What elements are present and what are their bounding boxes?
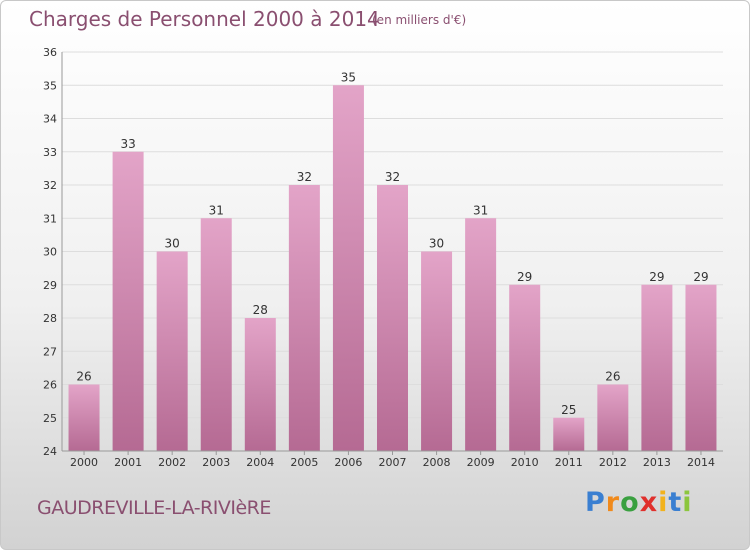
bar-2006 [332, 85, 364, 451]
x-tick-label-2000: 2000 [70, 456, 98, 469]
bar-2010 [509, 284, 541, 451]
y-tick-label: 30 [43, 246, 57, 259]
data-label-2000: 26 [76, 370, 91, 384]
x-tick-label-2002: 2002 [158, 456, 186, 469]
y-tick-label: 24 [43, 445, 57, 458]
x-tick-label-2005: 2005 [290, 456, 318, 469]
y-tick-label: 36 [43, 46, 57, 59]
data-label-2014: 29 [693, 270, 708, 284]
x-tick-label-2004: 2004 [246, 456, 274, 469]
unit-note: (en milliers d'€) [372, 13, 467, 27]
data-label-2005: 32 [297, 170, 312, 184]
commune-name: GAUDREVILLE-LA-RIVIèRE [37, 497, 271, 519]
x-tick-label-2009: 2009 [467, 456, 495, 469]
y-tick-label: 31 [43, 212, 57, 225]
x-tick-label-2001: 2001 [114, 456, 142, 469]
bar-2008 [421, 251, 453, 451]
bar-2013 [641, 284, 673, 451]
bar-2007 [377, 185, 408, 451]
data-label-2003: 31 [209, 203, 224, 217]
y-tick-label: 27 [43, 345, 57, 358]
bar-2004 [244, 318, 276, 451]
y-tick-label: 26 [43, 379, 57, 392]
x-tick-label-2006: 2006 [334, 456, 362, 469]
chart-title: Charges de Personnel 2000 à 2014 [29, 7, 380, 31]
proxiti-logo: Proxiti [585, 487, 693, 518]
bar-2001 [112, 151, 144, 451]
y-tick-label: 28 [43, 312, 57, 325]
y-tick-label: 29 [43, 279, 57, 292]
y-tick-label: 34 [43, 113, 57, 126]
data-label-2008: 30 [429, 237, 444, 251]
x-tick-label-2012: 2012 [599, 456, 627, 469]
bar-2002 [156, 251, 188, 451]
data-label-2006: 35 [341, 70, 356, 84]
data-label-2002: 30 [165, 237, 180, 251]
bar-2003 [200, 218, 232, 451]
x-tick-label-2007: 2007 [379, 456, 407, 469]
data-label-2009: 31 [473, 203, 488, 217]
x-tick-label-2013: 2013 [643, 456, 671, 469]
x-tick-label-2010: 2010 [511, 456, 539, 469]
x-tick-label-2011: 2011 [555, 456, 583, 469]
bar-2014 [685, 284, 717, 451]
data-label-2012: 26 [605, 370, 620, 384]
bar-2005 [288, 185, 320, 451]
data-label-2013: 29 [649, 270, 664, 284]
y-tick-label: 33 [43, 146, 57, 159]
data-label-2007: 32 [385, 170, 400, 184]
bar-2009 [465, 218, 497, 451]
data-label-2010: 29 [517, 270, 532, 284]
x-tick-label-2003: 2003 [202, 456, 230, 469]
x-tick-label-2014: 2014 [687, 456, 715, 469]
bar-2000 [68, 384, 100, 451]
bar-2012 [597, 384, 629, 451]
y-tick-label: 32 [43, 179, 57, 192]
x-tick-label-2008: 2008 [423, 456, 451, 469]
data-label-2001: 33 [120, 137, 135, 151]
bar-2011 [553, 417, 585, 451]
data-label-2011: 25 [561, 403, 576, 417]
y-tick-label: 25 [43, 412, 57, 425]
data-label-2004: 28 [253, 303, 268, 317]
y-tick-label: 35 [43, 79, 57, 92]
